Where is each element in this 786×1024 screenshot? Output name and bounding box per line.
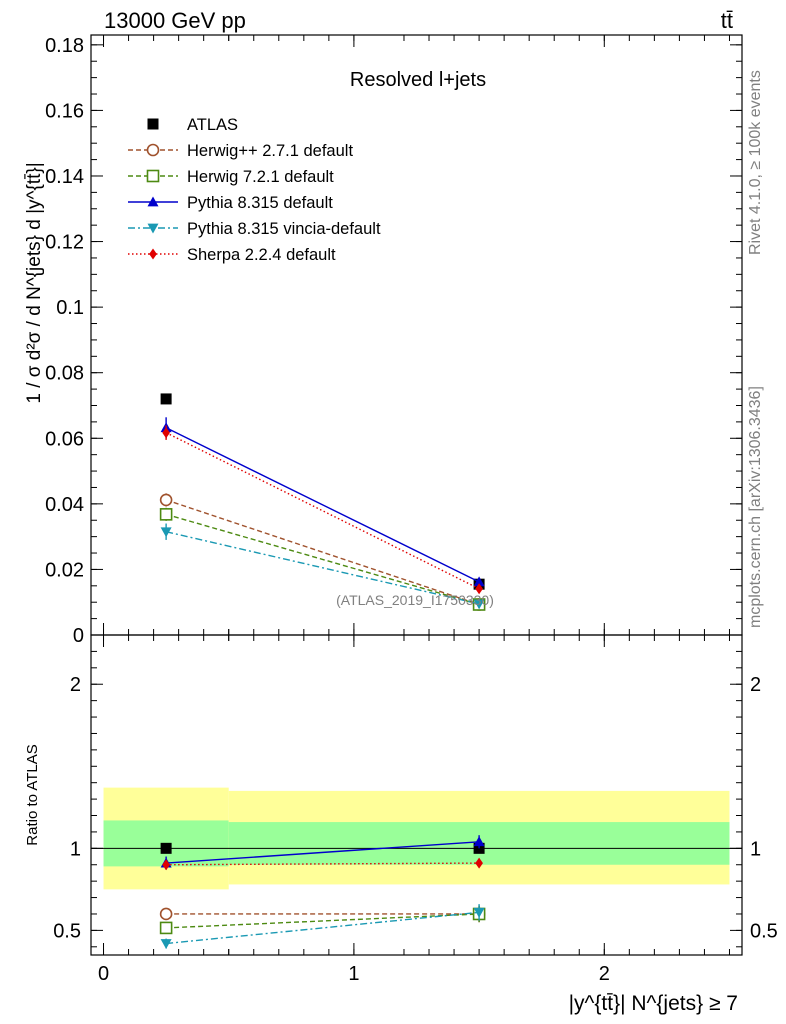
main-point-sherpa-2-2-4-default <box>475 583 483 595</box>
ratio-y-axis-label: Ratio to ATLAS <box>24 744 41 845</box>
rivet-version-label: Rivet 4.1.0, ≥ 100k events <box>747 70 764 255</box>
main-y-tick-label: 0 <box>73 625 84 647</box>
ratio-y-axis: 0.5 0.5 1 1 2 2 <box>53 650 778 948</box>
legend-marker-pythia-8-315-default <box>147 196 159 207</box>
ratio-point-sherpa-2-2-4-default <box>475 857 483 869</box>
legend-label-herwig-7-2-1-default: Herwig 7.2.1 default <box>187 168 334 186</box>
legend-label-pythia-8-315-vincia-default: Pythia 8.315 vincia-default <box>187 220 381 238</box>
legend-marker-herwig-2-7-1-default <box>146 143 160 157</box>
header-final-state-label: tt̄ <box>721 8 733 33</box>
ratio-point-pythia-8-315-default <box>473 836 485 847</box>
main-y-axis-label: 1 / σ d²σ / d N^{jets} d |y^{tt̄}| <box>24 162 45 403</box>
main-y-tick-label: 0.04 <box>45 494 84 516</box>
main-series-group <box>159 393 486 611</box>
ratio-point-atlas <box>160 842 172 854</box>
main-point-pythia-8-315-default <box>473 576 485 587</box>
legend-marker-sherpa-2-2-4-default <box>149 248 157 260</box>
x-tick-label: 2 <box>599 963 610 985</box>
ratio-line-herwig-7-2-1-default <box>166 913 480 929</box>
legend-label-pythia-8-315-default: Pythia 8.315 default <box>187 194 333 212</box>
ratio-line-pythia-8-315-vincia-default <box>166 911 480 945</box>
main-y-tick-label: 0.02 <box>45 559 84 581</box>
main-point-sherpa-2-2-4-default <box>162 427 170 439</box>
main-point-pythia-8-315-vincia-default <box>160 527 172 538</box>
ratio-y-tick-label: 2 <box>70 674 81 696</box>
main-y-tick-label: 0.12 <box>45 232 84 254</box>
main-y-axis: 0 0.02 0.04 0.06 0.08 0.1 0.12 0.14 0.16 0.18 <box>45 35 742 647</box>
main-y-tick-label: 0.06 <box>45 428 84 450</box>
ratio-panel-frame <box>90 634 743 956</box>
ratio-uncertainty-bands <box>103 787 730 890</box>
legend-label-atlas: ATLAS <box>187 116 238 134</box>
main-line-herwig-7-2-1-default <box>165 513 480 606</box>
ratio-y-tick-label: 0.5 <box>53 920 81 942</box>
mcplots-reference-label: mcplots.cern.ch [arXiv:1306.3436] <box>747 386 764 628</box>
main-line-pythia-8-315-default <box>165 427 480 583</box>
main-y-tick-label: 0.16 <box>45 100 84 122</box>
legend-label-sherpa-2-2-4-default: Sherpa 2.2.4 default <box>187 246 336 264</box>
ratio-y-tick-label-right: 0.5 <box>750 920 778 942</box>
legend-label-herwig-2-7-1-default: Herwig++ 2.7.1 default <box>187 142 353 160</box>
ratio-line-pythia-8-315-default <box>166 841 480 864</box>
main-point-herwig-7-2-1-default <box>159 508 173 521</box>
main-point-atlas <box>160 393 172 405</box>
header-process-label: 13000 GeV pp <box>104 8 246 33</box>
legend-marker-atlas <box>147 118 159 130</box>
main-line-pythia-8-315-vincia-default <box>165 531 480 605</box>
main-line-sherpa-2-2-4-default <box>165 432 480 590</box>
legend-marker-herwig-7-2-1-default <box>146 169 160 183</box>
ratio-point-sherpa-2-2-4-default <box>162 859 170 871</box>
analysis-watermark: (ATLAS_2019_I1750330) <box>336 592 494 608</box>
ratio-point-herwig-7-2-1-default <box>159 921 173 935</box>
ratio-y-tick-label-right: 1 <box>750 838 761 860</box>
ratio-point-pythia-8-315-vincia-default <box>160 939 172 950</box>
main-y-tick-label: 0.08 <box>45 363 84 385</box>
x-tick-label: 1 <box>348 963 359 985</box>
main-line-herwig-2-7-1-default <box>165 499 480 606</box>
main-point-herwig-2-7-1-default <box>159 493 173 507</box>
main-point-pythia-8-315-vincia-default <box>473 599 485 610</box>
main-y-tick-label: 0.14 <box>45 166 84 188</box>
legend: ATLAS Herwig++ 2.7.1 default Herwig 7.2.1 … <box>128 116 381 264</box>
ratio-point-herwig-2-7-1-default <box>159 907 173 921</box>
ratio-y-tick-label: 1 <box>70 838 81 860</box>
ratio-point-pythia-8-315-vincia-default <box>473 907 485 918</box>
x-axis: 0 1 2 <box>98 35 730 985</box>
ratio-line-sherpa-2-2-4-default <box>166 862 480 866</box>
main-y-tick-label: 0.18 <box>45 35 84 57</box>
ratio-y-tick-label-right: 2 <box>750 674 761 696</box>
legend-marker-pythia-8-315-vincia-default <box>147 223 159 234</box>
main-y-tick-label: 0.1 <box>56 297 84 319</box>
ratio-series-group <box>159 835 486 950</box>
x-tick-label: 0 <box>98 963 109 985</box>
plot-title: Resolved l+jets <box>350 69 486 91</box>
x-axis-label: |y^{tt̄}| N^{jets} ≥ 7 <box>569 992 738 1015</box>
